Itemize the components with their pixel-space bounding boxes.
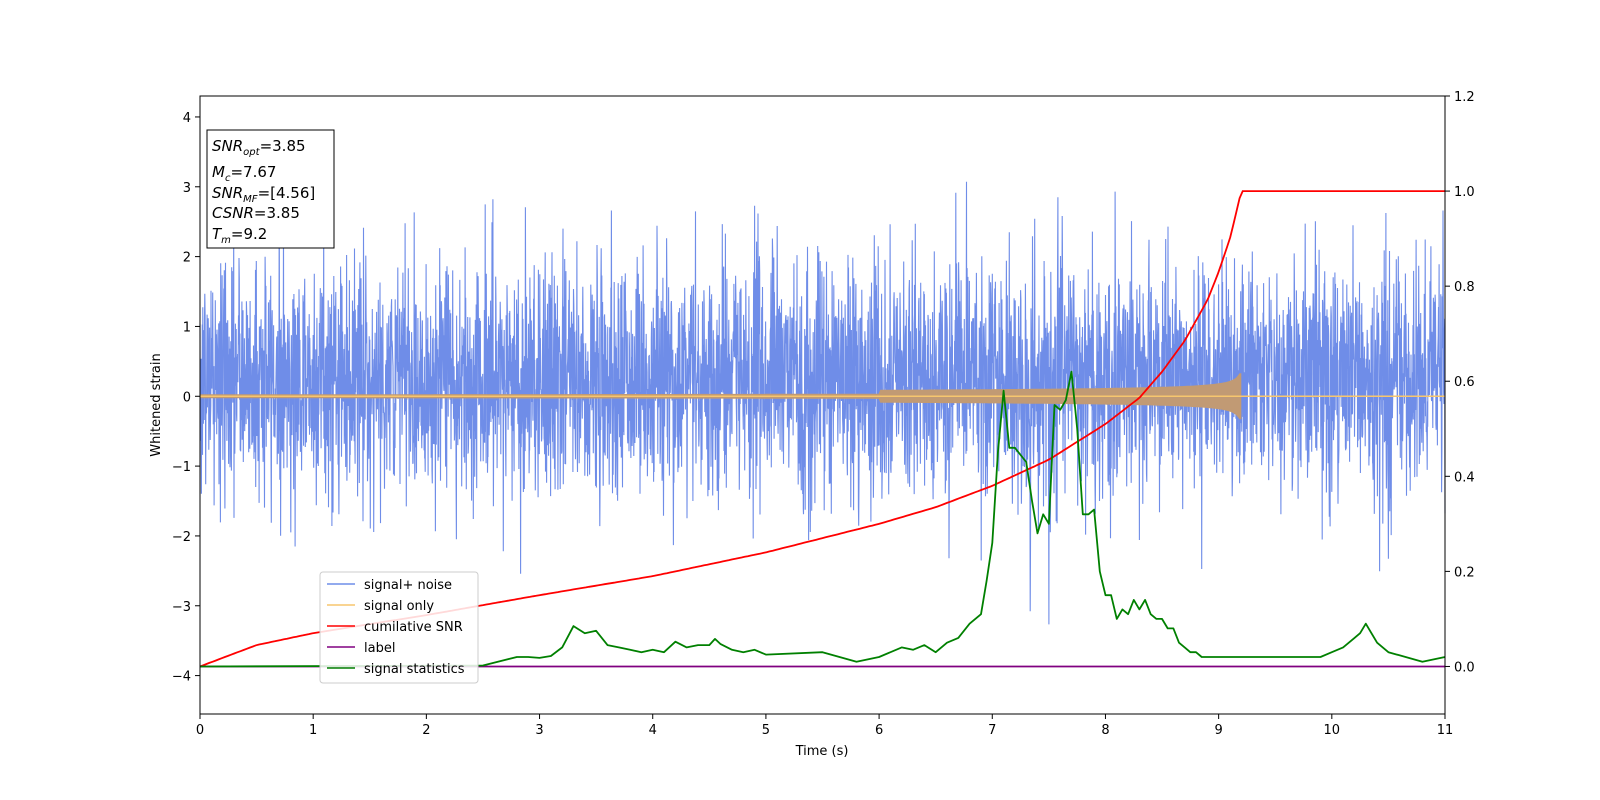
annotation-frame [206, 129, 335, 249]
x-tick-label: 4 [649, 723, 657, 738]
x-tick-label: 2 [422, 723, 430, 738]
x-tick-label: 6 [875, 723, 883, 738]
y-axis-left: 4 3 2 1 0 −1 −2 −3 −4 [172, 111, 200, 685]
annotation-tm: Tm=9.2 [212, 225, 267, 246]
y-right-tick-label: 0.6 [1454, 375, 1475, 390]
annotation-csnr: CSNR=3.85 [212, 204, 300, 222]
plot-frame [199, 95, 1446, 715]
series-signal-statistics [199, 370, 1446, 668]
x-tick-label: 11 [1437, 723, 1454, 738]
y-left-tick-label: 2 [183, 251, 191, 266]
y-right-tick-label: 0.2 [1454, 565, 1475, 580]
y-left-tick-label: 0 [183, 390, 191, 405]
x-tick-label: 3 [535, 723, 543, 738]
y-right-tick-label: 1.0 [1454, 185, 1475, 200]
x-tick-label: 9 [1214, 723, 1222, 738]
y-right-tick-label: 0.4 [1454, 470, 1475, 485]
x-tick-label: 10 [1324, 723, 1341, 738]
y-left-tick-label: −2 [172, 530, 191, 545]
y-left-tick-label: 3 [183, 181, 191, 196]
x-tick-label: 7 [988, 723, 996, 738]
y-axis-right: 1.2 1.0 0.8 0.6 0.4 0.2 0.0 [1445, 90, 1475, 675]
y-right-tick-label: 0.8 [1454, 280, 1475, 295]
signal-only-layer [200, 373, 1445, 420]
legend-frame [319, 571, 479, 684]
y-left-tick-label: −3 [172, 600, 191, 615]
x-tick-label: 1 [309, 723, 317, 738]
y-right-tick-label: 0.0 [1454, 660, 1475, 675]
legend-label-cumulative-snr: cumilative SNR [364, 620, 463, 635]
x-axis: 0 1 2 3 4 5 6 7 8 9 10 11 [196, 714, 1453, 738]
annotation-box: SNRopt=3.85 Mc=7.67 SNRMF=[4.56] CSNR=3.… [206, 129, 335, 249]
legend-label-signal-statistics: signal statistics [364, 662, 465, 677]
legend-label-signal-noise: signal+ noise [364, 578, 452, 593]
annotation-snr-opt: SNRopt=3.85 [212, 137, 306, 158]
legend: signal+ noise signal only cumilative SNR… [319, 571, 479, 684]
y-axis-label: Whitened strain [149, 353, 164, 456]
x-tick-label: 8 [1101, 723, 1109, 738]
y-left-tick-label: 4 [183, 111, 191, 126]
y-left-tick-label: 1 [183, 320, 191, 335]
annotation-snr-mf: SNRMF=[4.56] [212, 184, 315, 205]
annotation-mc: Mc=7.67 [212, 163, 276, 184]
x-axis-label: Time (s) [795, 744, 849, 759]
y-left-tick-label: −1 [172, 460, 191, 475]
legend-label-label: label [364, 641, 395, 656]
y-left-tick-label: −4 [172, 670, 191, 685]
y-right-tick-label: 1.2 [1454, 90, 1475, 105]
x-tick-label: 0 [196, 723, 204, 738]
x-tick-label: 5 [762, 723, 770, 738]
legend-label-signal-only: signal only [364, 599, 434, 614]
